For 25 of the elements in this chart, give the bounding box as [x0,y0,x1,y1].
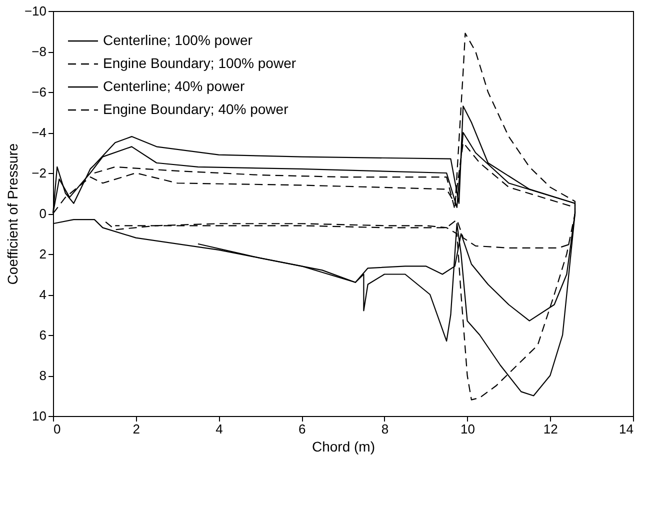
y-axis-title: Coefficient of Pressure [4,143,20,285]
legend-label: Centerline; 40% power [103,78,245,94]
y-tick-label: 4 [39,287,46,302]
legend-label: Engine Boundary; 100% power [103,55,296,71]
y-tick-label: 6 [39,328,46,342]
legend-label: Centerline; 100% power [103,32,253,48]
y-tick-label: −10 [24,4,46,18]
y-tick-label: 10 [32,408,46,424]
x-tick-label: 12 [543,422,558,436]
y-tick-label: −6 [32,84,46,100]
y-tick-label: 8 [39,368,46,383]
x-tick-label: 14 [619,422,634,436]
y-tick-label: −8 [32,44,46,59]
y-tick-label: −4 [32,125,46,140]
y-tick-label: 0 [39,206,46,221]
x-tick-label: 8 [381,422,389,436]
x-tick-label: 10 [460,422,476,436]
x-axis-title: Chord (m) [312,438,376,454]
y-tick-label: −2 [32,166,46,180]
x-tick-label: 6 [298,422,306,436]
y-tick-label: 2 [39,246,46,262]
x-tick-label: 0 [54,422,61,436]
legend-label: Engine Boundary; 40% power [103,101,289,117]
x-tick-label: 4 [216,422,223,436]
x-tick-label: 2 [132,422,140,436]
